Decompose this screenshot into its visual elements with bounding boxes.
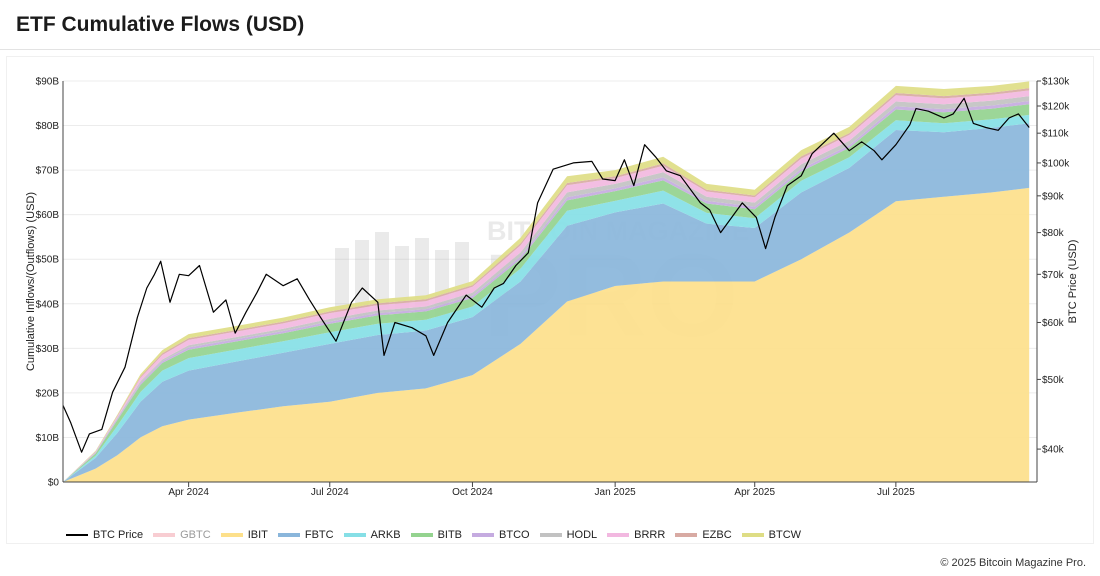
copyright-notice: © 2025 Bitcoin Magazine Pro. [940, 557, 1086, 569]
legend-item-gbtc[interactable]: GBTC [153, 529, 211, 541]
x-axis-ticks: Apr 2024 Jul 2024 Oct 2024 Jan 2025 Apr 2025… [168, 482, 915, 498]
watermark-bar [335, 248, 349, 318]
y2-tick-label: $100k [1042, 158, 1070, 169]
legend-label: EZBC [702, 529, 732, 541]
legend-label: BTCW [768, 529, 802, 541]
y2-tick-label: $110k [1042, 129, 1070, 140]
watermark-bar [355, 240, 369, 318]
legend-item-hodl[interactable]: HODL [539, 529, 598, 541]
legend-label: BTCO [499, 529, 530, 541]
legend-swatch [277, 533, 300, 537]
area-ibit [63, 187, 1030, 482]
chart-legend: BTC Price GBTC IBIT FBTC ARKB BITB BTCO HODL BRR… [66, 528, 811, 542]
legend-item-ibit[interactable]: IBIT [220, 529, 268, 541]
legend-label: BTC Price [93, 529, 144, 541]
page-title: ETF Cumulative Flows (USD) [16, 13, 305, 36]
legend-label: IBIT [247, 529, 268, 541]
y-tick-label: $0 [48, 478, 60, 489]
legend-item-brrr[interactable]: BRRR [607, 529, 665, 541]
y2-tick-label: $60k [1042, 318, 1065, 329]
legend-item-arkb[interactable]: ARKB [343, 529, 401, 541]
legend-item-bitb[interactable]: BITB [410, 529, 463, 541]
legend-swatch [66, 534, 88, 536]
chart-frame [6, 56, 1094, 544]
legend-swatch [153, 533, 176, 537]
legend-label: ARKB [370, 529, 401, 541]
legend-label: BITB [437, 529, 463, 541]
legend-swatch [539, 533, 562, 537]
y-tick-label: $60B [36, 210, 60, 221]
legend-label: GBTC [180, 529, 211, 541]
legend-label: BRRR [634, 529, 666, 541]
legend-item-fbtc[interactable]: FBTC [277, 529, 334, 541]
y-tick-label: $80B [36, 121, 60, 132]
legend-label: FBTC [304, 529, 334, 541]
y-tick-label: $30B [36, 344, 60, 355]
legend-swatch [410, 533, 433, 537]
legend-swatch [472, 533, 495, 537]
y2-tick-label: $40k [1042, 445, 1065, 456]
x-tick-label: Apr 2025 [734, 487, 775, 498]
header-bar: ETF Cumulative Flows (USD) [0, 0, 1100, 50]
x-tick-label: Jan 2025 [595, 487, 637, 498]
y-tick-label: $70B [36, 166, 60, 177]
legend-item-btc[interactable]: BTC Price [66, 529, 143, 541]
x-tick-label: Jul 2025 [877, 487, 915, 498]
legend-swatch [607, 533, 630, 537]
stacked-areas [63, 81, 1030, 483]
y2-tick-label: $90k [1042, 191, 1065, 202]
legend-swatch [343, 533, 366, 537]
y-tick-label: $20B [36, 388, 60, 399]
watermark-bar [375, 232, 389, 318]
y2-tick-label: $50k [1042, 375, 1065, 386]
y-tick-label: $10B [36, 433, 60, 444]
y-axis-title: Cumulative Inflows/(Outflows) (USD) [25, 192, 37, 371]
legend-item-btco[interactable]: BTCO [472, 529, 530, 541]
area-fbtc [63, 123, 1030, 483]
y-tick-label: $40B [36, 299, 60, 310]
legend-swatch [220, 533, 243, 537]
y2-tick-label: $120k [1042, 101, 1070, 112]
legend-swatch [675, 533, 698, 537]
legend-item-btcw[interactable]: BTCW [741, 529, 802, 541]
y2-axis-title: BTC Price (USD) [1067, 240, 1079, 324]
x-tick-label: Oct 2024 [452, 487, 493, 498]
legend-swatch [741, 533, 764, 537]
btc-price-line [62, 97, 1030, 453]
legend-item-ezbc[interactable]: EZBC [675, 529, 732, 541]
x-tick-label: Apr 2024 [168, 487, 209, 498]
y2-tick-label: $70k [1042, 270, 1065, 281]
x-tick-label: Jul 2024 [311, 487, 349, 498]
legend-label: HODL [566, 529, 598, 541]
y-tick-label: $90B [36, 77, 60, 88]
y2-tick-label: $130k [1042, 77, 1070, 88]
y2-axis-ticks: $40k $50k $60k $70k $80k $90k $100k $110k $120k $… [1037, 77, 1070, 456]
y2-tick-label: $80k [1042, 228, 1065, 239]
y-tick-label: $50B [36, 255, 60, 266]
